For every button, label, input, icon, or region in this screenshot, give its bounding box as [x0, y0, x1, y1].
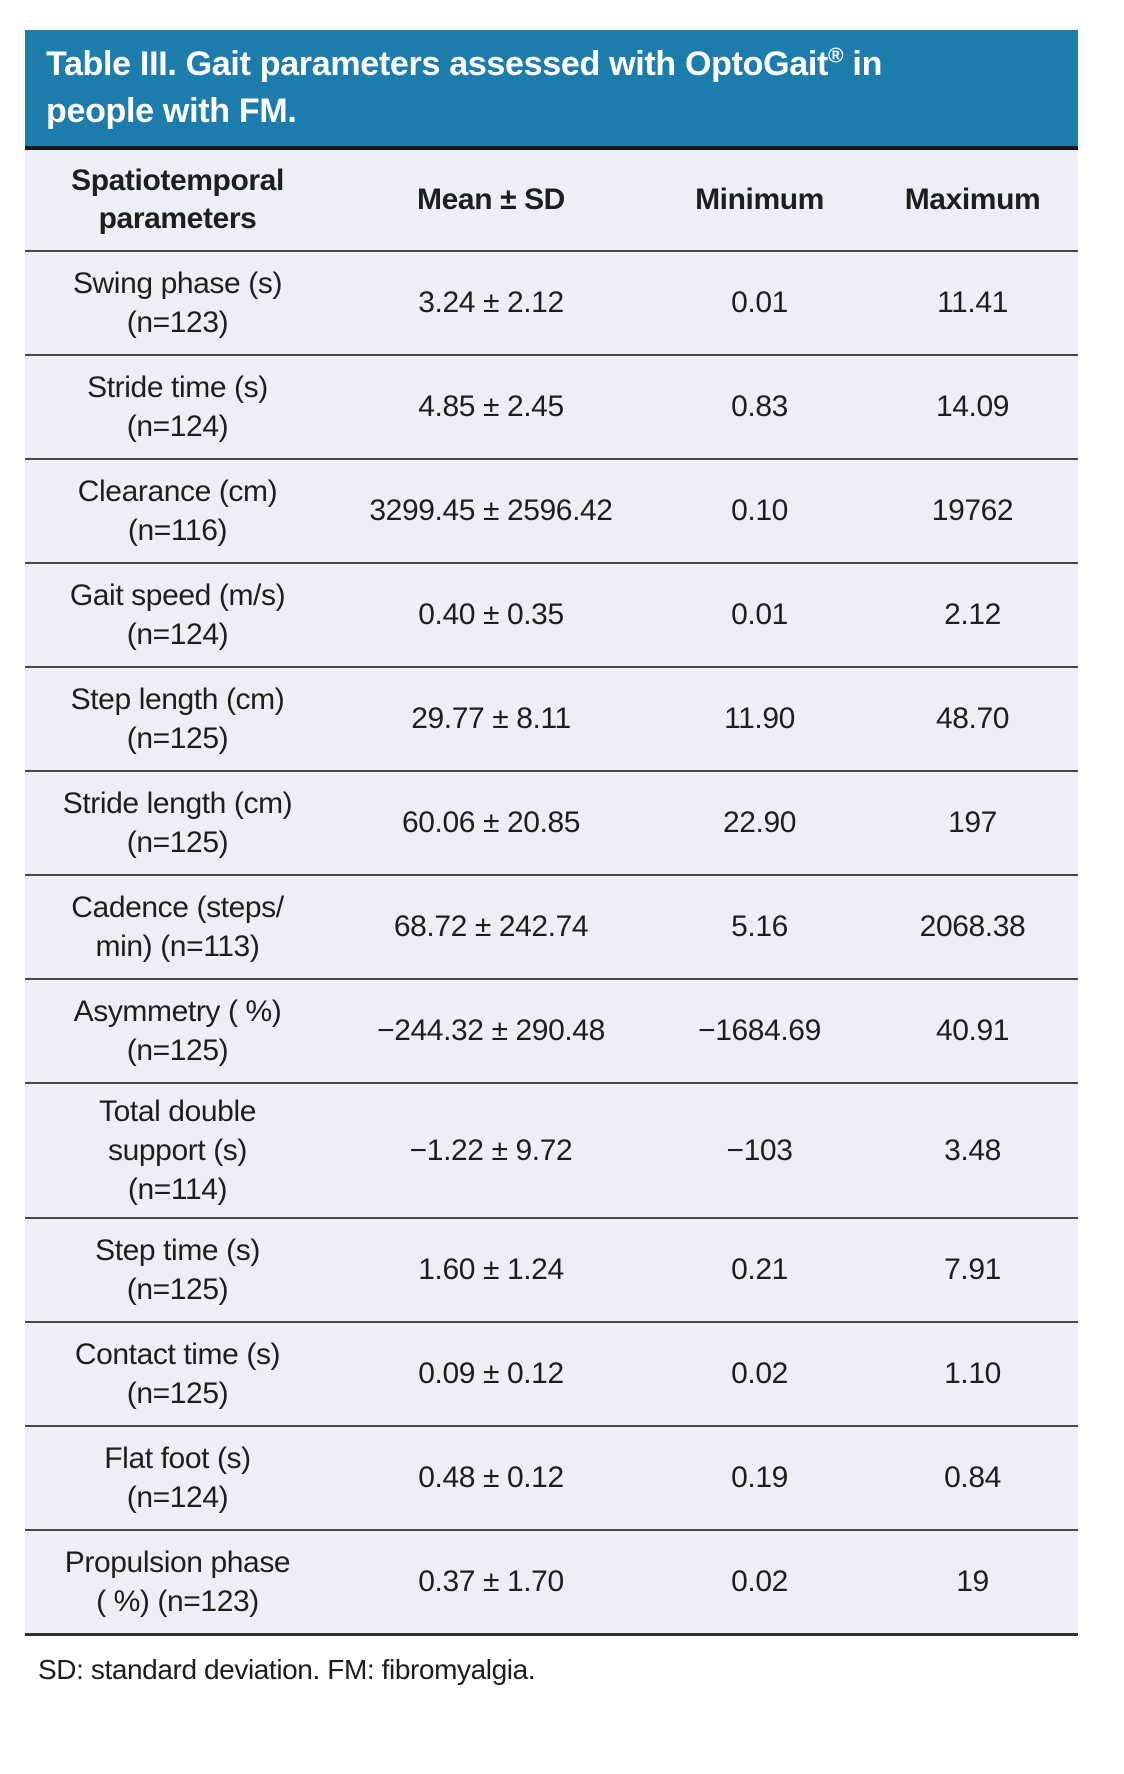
max-value: 3.48	[867, 1083, 1078, 1219]
table-row: Step time (s) (n=125) 1.60 ± 1.24 0.21 7…	[25, 1218, 1078, 1323]
mean-sd-value: −1.22 ± 9.72	[330, 1083, 652, 1219]
mean-sd-value: 3.24 ± 2.12	[330, 251, 652, 356]
param-label: Cadence (steps/ min) (n=113)	[25, 875, 330, 980]
table-row: Stride length (cm) (n=125) 60.06 ± 20.85…	[25, 771, 1078, 876]
min-value: 22.90	[652, 771, 867, 876]
max-value: 11.41	[867, 251, 1078, 356]
mean-sd-value: 29.77 ± 8.11	[330, 667, 652, 772]
column-header-mean-sd: Mean ± SD	[330, 148, 652, 252]
gait-parameters-table: Spatiotemporal parameters Mean ± SD Mini…	[25, 146, 1078, 1636]
mean-sd-value: 4.85 ± 2.45	[330, 355, 652, 460]
table-row: Contact time (s) (n=125) 0.09 ± 0.12 0.0…	[25, 1322, 1078, 1427]
max-value: 19	[867, 1530, 1078, 1635]
mean-sd-value: 0.48 ± 0.12	[330, 1426, 652, 1531]
param-label: Swing phase (s) (n=123)	[25, 251, 330, 356]
mean-sd-value: 0.40 ± 0.35	[330, 563, 652, 668]
param-label: Asymmetry ( %) (n=125)	[25, 979, 330, 1084]
table-row: Step length (cm) (n=125) 29.77 ± 8.11 11…	[25, 667, 1078, 772]
table-row: Clearance (cm) (n=116) 3299.45 ± 2596.42…	[25, 459, 1078, 564]
max-value: 48.70	[867, 667, 1078, 772]
min-value: 0.19	[652, 1426, 867, 1531]
mean-sd-value: 0.37 ± 1.70	[330, 1530, 652, 1635]
min-value: 0.01	[652, 563, 867, 668]
table-row: Swing phase (s) (n=123) 3.24 ± 2.12 0.01…	[25, 251, 1078, 356]
max-value: 2.12	[867, 563, 1078, 668]
table-row: Flat foot (s) (n=124) 0.48 ± 0.12 0.19 0…	[25, 1426, 1078, 1531]
param-label: Step time (s) (n=125)	[25, 1218, 330, 1323]
param-label: Propulsion phase ( %) (n=123)	[25, 1530, 330, 1635]
table-title-text: Table III. Gait parameters assessed with…	[46, 45, 829, 83]
registered-trademark-symbol: ®	[828, 44, 844, 68]
param-label: Step length (cm) (n=125)	[25, 667, 330, 772]
mean-sd-value: −244.32 ± 290.48	[330, 979, 652, 1084]
mean-sd-value: 0.09 ± 0.12	[330, 1322, 652, 1427]
table-row: Propulsion phase ( %) (n=123) 0.37 ± 1.7…	[25, 1530, 1078, 1635]
min-value: −103	[652, 1083, 867, 1219]
param-label: Stride time (s) (n=124)	[25, 355, 330, 460]
table-title: Table III. Gait parameters assessed with…	[46, 45, 882, 130]
param-label: Total double support (s) (n=114)	[25, 1083, 330, 1219]
min-value: 0.02	[652, 1322, 867, 1427]
column-header-maximum: Maximum	[867, 148, 1078, 252]
max-value: 2068.38	[867, 875, 1078, 980]
min-value: 0.21	[652, 1218, 867, 1323]
table-header-row: Spatiotemporal parameters Mean ± SD Mini…	[25, 148, 1078, 252]
max-value: 7.91	[867, 1218, 1078, 1323]
max-value: 19762	[867, 459, 1078, 564]
table-row: Asymmetry ( %) (n=125) −244.32 ± 290.48 …	[25, 979, 1078, 1084]
table-row: Stride time (s) (n=124) 4.85 ± 2.45 0.83…	[25, 355, 1078, 460]
param-label: Contact time (s) (n=125)	[25, 1322, 330, 1427]
param-label: Flat foot (s) (n=124)	[25, 1426, 330, 1531]
mean-sd-value: 1.60 ± 1.24	[330, 1218, 652, 1323]
max-value: 197	[867, 771, 1078, 876]
min-value: 0.01	[652, 251, 867, 356]
param-label: Gait speed (m/s) (n=124)	[25, 563, 330, 668]
min-value: 5.16	[652, 875, 867, 980]
mean-sd-value: 68.72 ± 242.74	[330, 875, 652, 980]
table-footnote: SD: standard deviation. FM: fibromyalgia…	[38, 1653, 536, 1685]
mean-sd-value: 60.06 ± 20.85	[330, 771, 652, 876]
table-row: Gait speed (m/s) (n=124) 0.40 ± 0.35 0.0…	[25, 563, 1078, 668]
column-header-minimum: Minimum	[652, 148, 867, 252]
max-value: 40.91	[867, 979, 1078, 1084]
min-value: 11.90	[652, 667, 867, 772]
param-label: Clearance (cm) (n=116)	[25, 459, 330, 564]
max-value: 1.10	[867, 1322, 1078, 1427]
table-row: Total double support (s) (n=114) −1.22 ±…	[25, 1083, 1078, 1219]
min-value: 0.83	[652, 355, 867, 460]
table-title-text-continued: in people with FM.	[46, 45, 883, 130]
mean-sd-value: 3299.45 ± 2596.42	[330, 459, 652, 564]
min-value: −1684.69	[652, 979, 867, 1084]
table-row: Cadence (steps/ min) (n=113) 68.72 ± 242…	[25, 875, 1078, 980]
column-header-parameters: Spatiotemporal parameters	[25, 148, 330, 252]
table-title-bar: Table III. Gait parameters assessed with…	[25, 30, 1078, 146]
max-value: 14.09	[867, 355, 1078, 460]
min-value: 0.10	[652, 459, 867, 564]
param-label: Stride length (cm) (n=125)	[25, 771, 330, 876]
max-value: 0.84	[867, 1426, 1078, 1531]
min-value: 0.02	[652, 1530, 867, 1635]
